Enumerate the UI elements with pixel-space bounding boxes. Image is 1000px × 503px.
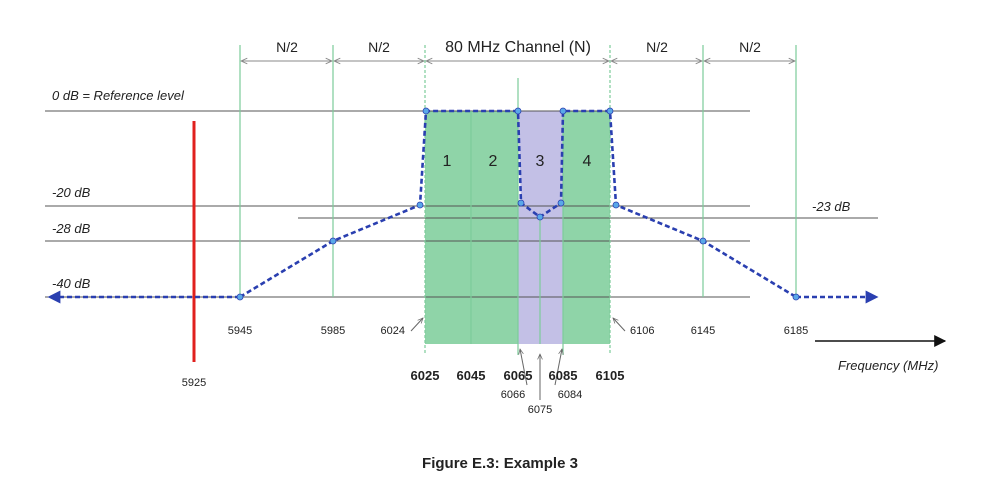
- vertex: [236, 293, 244, 301]
- vertex: [517, 199, 525, 207]
- freq-bold-6045: 6045: [457, 368, 486, 383]
- vertex: [792, 293, 800, 301]
- pointer-6084: [554, 349, 562, 386]
- freq-label-6075: 6075: [528, 404, 552, 416]
- vertex: [557, 199, 565, 207]
- mask-vertices: [236, 107, 800, 301]
- minus28-level-label: -28 dB: [52, 221, 91, 236]
- pointer-6106: [613, 318, 626, 332]
- span-label-3: 80 MHz Channel (N): [445, 39, 591, 56]
- pointer-6066: [520, 349, 528, 386]
- vertex: [606, 107, 614, 115]
- vertex: [612, 201, 620, 209]
- freq-label-6024: 6024: [381, 325, 405, 337]
- subchannel-label-2: 2: [489, 153, 498, 170]
- freq-label-5985: 5985: [321, 325, 345, 337]
- freq-label-6185: 6185: [784, 325, 808, 337]
- minus20-level-label: -20 dB: [52, 185, 91, 200]
- frequency-labels-bold: 6025 6045 6065 6085 6105: [411, 368, 625, 383]
- span-label-1: N/2: [276, 39, 298, 55]
- level-labels: 0 dB = Reference level -20 dB -28 dB -40…: [52, 88, 851, 291]
- subchannel-label-3: 3: [536, 153, 545, 170]
- notch-cutout: [518, 111, 563, 217]
- vertex: [536, 213, 544, 221]
- pointer-arrows: [410, 318, 626, 400]
- pointer-6024: [410, 318, 423, 332]
- span-label-5: N/2: [739, 39, 761, 55]
- subchannel-1-region: [425, 111, 471, 344]
- minus40-level-label: -40 dB: [52, 276, 91, 291]
- freq-label-6145: 6145: [691, 325, 715, 337]
- figure-caption: Figure E.3: Example 3: [422, 455, 578, 472]
- frequency-guides: [239, 45, 797, 355]
- subchannel-4-region: [563, 111, 610, 344]
- subchannel-label-4: 4: [583, 153, 592, 170]
- frequency-labels-small: 5945 5985 6024 6106 6145 6185 5925 6066 …: [182, 325, 808, 416]
- vertex: [514, 107, 522, 115]
- subchannel-label-1: 1: [443, 153, 452, 170]
- freq-label-5945: 5945: [228, 325, 252, 337]
- channel-regions: [425, 111, 610, 344]
- vertex: [422, 107, 430, 115]
- subchannel-2-region: [471, 111, 518, 344]
- freq-label-6106: 6106: [630, 325, 654, 337]
- freq-bold-6105: 6105: [596, 368, 625, 383]
- level-lines: [45, 110, 878, 298]
- freq-bold-6085: 6085: [549, 368, 578, 383]
- span-label-2: N/2: [368, 39, 390, 55]
- freq-label-6084: 6084: [558, 389, 582, 401]
- frequency-axis-label: Frequency (MHz): [838, 358, 938, 373]
- minus23-level-label: -23 dB: [812, 199, 851, 214]
- freq-bold-6025: 6025: [411, 368, 440, 383]
- freq-bold-6065: 6065: [504, 368, 533, 383]
- freq-label-6066: 6066: [501, 389, 525, 401]
- vertex: [699, 237, 707, 245]
- freq-label-5925: 5925: [182, 377, 206, 389]
- vertex: [329, 237, 337, 245]
- ref-level-label: 0 dB = Reference level: [52, 88, 185, 103]
- vertex: [559, 107, 567, 115]
- span-label-4: N/2: [646, 39, 668, 55]
- subchannel-labels: 1 2 3 4: [443, 153, 592, 170]
- top-span-labels: N/2 N/2 80 MHz Channel (N) N/2 N/2: [276, 39, 761, 56]
- vertex: [416, 201, 424, 209]
